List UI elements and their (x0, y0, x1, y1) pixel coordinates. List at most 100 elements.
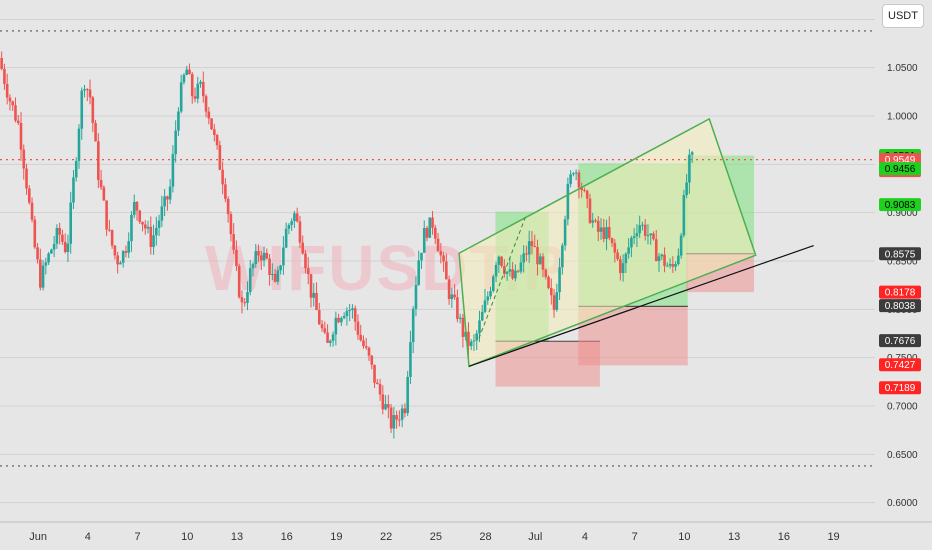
candle-body (152, 235, 155, 247)
x-tick-label: 16 (281, 531, 293, 543)
candle-body (248, 268, 252, 293)
candle-body (179, 82, 183, 112)
candle-body (381, 394, 385, 410)
price-label (879, 299, 921, 313)
candle-body (293, 213, 296, 222)
candle-body (218, 145, 222, 170)
candle-body (602, 227, 606, 239)
candle-body (583, 190, 586, 192)
candle-body (610, 237, 614, 244)
candle-body (555, 292, 559, 310)
candle-body (527, 241, 531, 255)
candle-body (674, 264, 677, 267)
price-labels: 0.95910.954958:550.94560.90830.85750.817… (879, 149, 921, 395)
time-axis[interactable]: Jun 4 7 10 13 16 19 22 25 28 Jul 4 7 10 13 16 19 (29, 531, 839, 543)
candle-body (362, 340, 365, 347)
x-tick-label: 19 (827, 531, 839, 543)
y-tick-label: 0.6000 (887, 498, 918, 509)
support-trendline[interactable] (468, 244, 814, 367)
candle-body (143, 224, 147, 229)
candle-body (489, 290, 492, 297)
candle-body (428, 217, 432, 238)
y-tick-label: 0.6500 (887, 450, 918, 461)
candle-body (287, 224, 291, 229)
candle-body (688, 154, 691, 183)
candle-body (533, 246, 537, 248)
candle-body (491, 276, 495, 291)
candle-body (284, 228, 288, 248)
candle-body (544, 269, 548, 277)
candle-body (66, 243, 70, 253)
candle-body (616, 252, 619, 260)
candle-body (414, 284, 418, 309)
channel-fill (459, 118, 756, 367)
candle-body (406, 376, 409, 414)
candle-body (420, 252, 423, 261)
candle-body (268, 258, 271, 275)
candle-body (52, 243, 56, 250)
candle-body (22, 149, 26, 169)
candle-body (654, 239, 658, 262)
candle-body (149, 226, 153, 247)
candle-body (682, 194, 686, 236)
candle-body (367, 347, 371, 356)
candle-body (353, 308, 357, 322)
candle-body (80, 90, 84, 129)
candle-body (14, 105, 17, 121)
candle-body (478, 320, 481, 334)
candle-body (168, 186, 172, 200)
candle-body (574, 172, 578, 174)
candle-body (425, 228, 429, 238)
candle-body (315, 292, 318, 311)
candle-body (348, 310, 351, 312)
candle-body (3, 68, 6, 84)
candle-body (552, 295, 556, 310)
candle-body (97, 141, 100, 181)
candle-body (50, 249, 53, 254)
candle-body (276, 270, 280, 282)
candle-body (433, 227, 437, 239)
candle-body (643, 224, 647, 236)
candle-body (259, 255, 263, 261)
candle-body (337, 317, 340, 323)
price-label-text: 0.8575 (885, 249, 916, 260)
candle-body (196, 83, 200, 99)
channel-drawing[interactable] (458, 117, 814, 368)
y-tick-label: 0.8500 (887, 257, 918, 268)
price-axis[interactable]: 1.10001.05001.00000.95000.90000.85000.80… (887, 15, 918, 509)
candle-body (668, 264, 672, 266)
candle-body (342, 316, 346, 319)
currency-button[interactable]: USDT (882, 4, 924, 28)
parallel-channel[interactable] (458, 117, 757, 368)
candle-body (199, 81, 202, 84)
candle-body (44, 262, 48, 266)
candle-body (55, 227, 59, 244)
candle-body (221, 169, 224, 185)
candle-body (251, 264, 255, 269)
candle-body (19, 123, 23, 150)
candle-body (334, 317, 338, 335)
x-tick-label: 4 (85, 531, 91, 543)
candle-body (373, 364, 376, 383)
candle-body (607, 227, 611, 238)
candle-body (522, 253, 525, 263)
candle-body (558, 267, 561, 293)
candle-body (447, 279, 451, 300)
price-label-text: 0.9083 (885, 200, 916, 211)
candle-body (36, 247, 39, 260)
candle-body (290, 221, 293, 225)
candle-body (110, 230, 114, 246)
candle-body (624, 253, 628, 264)
candle-body (155, 227, 158, 236)
candle-body (599, 227, 603, 232)
candle-body (88, 89, 92, 98)
candle-body (237, 266, 241, 298)
candle-body (384, 404, 387, 410)
candle-body (340, 318, 343, 323)
candle-body (505, 271, 509, 274)
candle-body (458, 317, 462, 319)
price-label-text: 0.9549 (885, 155, 916, 166)
candle-body (621, 263, 625, 274)
